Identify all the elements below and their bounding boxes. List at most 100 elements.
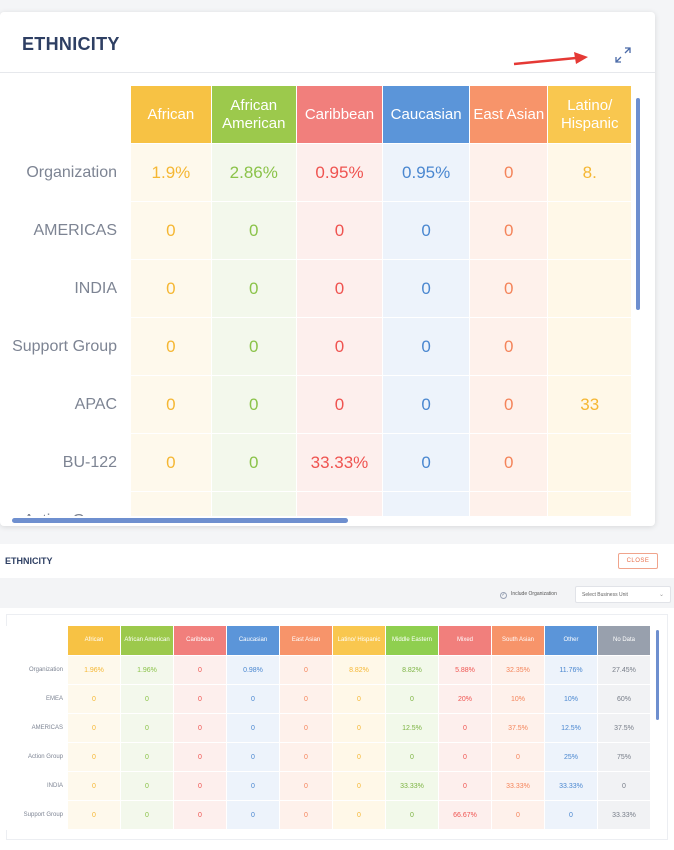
table-cell[interactable]: 0 bbox=[333, 685, 386, 714]
table-cell[interactable]: 0 bbox=[68, 743, 121, 772]
vertical-scrollbar[interactable] bbox=[656, 630, 659, 720]
ethnicity-full-grid-scroll[interactable]: African African American Caribbean Caucasia… bbox=[6, 626, 652, 836]
table-cell[interactable]: 0 bbox=[121, 772, 174, 801]
table-cell[interactable]: 0 bbox=[296, 202, 384, 260]
table-cell[interactable] bbox=[131, 492, 212, 516]
table-cell[interactable]: 10% bbox=[492, 685, 545, 714]
expand-icon[interactable] bbox=[614, 46, 632, 64]
table-cell[interactable]: 0 bbox=[333, 801, 386, 830]
table-cell[interactable]: 10% bbox=[545, 685, 598, 714]
table-cell[interactable]: 8.82% bbox=[333, 656, 386, 685]
table-cell[interactable] bbox=[383, 492, 471, 516]
table-cell[interactable]: 0.95% bbox=[296, 144, 384, 202]
table-cell[interactable]: 25% bbox=[545, 743, 598, 772]
table-cell[interactable]: 0 bbox=[492, 801, 545, 830]
table-cell[interactable]: 0 bbox=[383, 318, 471, 376]
table-cell[interactable] bbox=[548, 492, 632, 516]
table-cell[interactable]: 0 bbox=[174, 656, 227, 685]
table-cell[interactable]: 0 bbox=[386, 801, 439, 830]
table-cell[interactable]: 0 bbox=[68, 685, 121, 714]
table-cell[interactable]: 0 bbox=[131, 434, 212, 492]
table-cell[interactable] bbox=[548, 434, 632, 492]
table-cell[interactable]: 0 bbox=[131, 318, 212, 376]
table-cell[interactable]: 0 bbox=[211, 434, 297, 492]
table-cell[interactable]: 1.96% bbox=[121, 656, 174, 685]
table-cell[interactable]: 0 bbox=[439, 714, 492, 743]
table-cell[interactable]: 0 bbox=[280, 772, 333, 801]
table-cell[interactable]: 0 bbox=[470, 202, 549, 260]
table-cell[interactable]: 0.95% bbox=[383, 144, 471, 202]
table-cell[interactable]: 33 bbox=[548, 376, 632, 434]
table-cell[interactable]: 60% bbox=[598, 685, 651, 714]
table-cell[interactable]: 37.5% bbox=[492, 714, 545, 743]
table-cell[interactable]: 12.5% bbox=[545, 714, 598, 743]
table-cell[interactable]: 0 bbox=[121, 743, 174, 772]
table-cell[interactable]: 0 bbox=[280, 685, 333, 714]
business-unit-select[interactable]: Select Business Unit ⌄ bbox=[575, 586, 671, 603]
table-cell[interactable]: 33.33% bbox=[598, 801, 651, 830]
table-cell[interactable]: 0 bbox=[211, 260, 297, 318]
table-cell[interactable]: 0 bbox=[598, 772, 651, 801]
table-cell[interactable]: 0 bbox=[296, 260, 384, 318]
table-cell[interactable]: 1.9% bbox=[131, 144, 212, 202]
table-cell[interactable]: 20% bbox=[439, 685, 492, 714]
table-cell[interactable] bbox=[296, 492, 384, 516]
table-cell[interactable]: 0 bbox=[383, 202, 471, 260]
table-cell[interactable]: 0 bbox=[211, 318, 297, 376]
table-cell[interactable]: 12.5% bbox=[386, 714, 439, 743]
ethnicity-grid-scroll[interactable]: African African American Caribbean Caucasia… bbox=[0, 86, 632, 516]
table-cell[interactable]: 32.35% bbox=[492, 656, 545, 685]
table-cell[interactable]: 33.33% bbox=[296, 434, 384, 492]
table-cell[interactable] bbox=[548, 202, 632, 260]
table-cell[interactable]: 0 bbox=[296, 376, 384, 434]
table-cell[interactable]: 2.86% bbox=[211, 144, 297, 202]
table-cell[interactable]: 0 bbox=[131, 376, 212, 434]
table-cell[interactable]: 37.5% bbox=[598, 714, 651, 743]
table-cell[interactable]: 0 bbox=[470, 434, 549, 492]
table-cell[interactable]: 0 bbox=[470, 376, 549, 434]
table-cell[interactable]: 0 bbox=[174, 743, 227, 772]
table-cell[interactable]: 0 bbox=[383, 434, 471, 492]
table-cell[interactable] bbox=[548, 260, 632, 318]
table-cell[interactable]: 0 bbox=[333, 772, 386, 801]
table-cell[interactable]: 0 bbox=[280, 743, 333, 772]
table-cell[interactable]: 0 bbox=[227, 801, 280, 830]
table-cell[interactable]: 0 bbox=[68, 772, 121, 801]
table-cell[interactable]: 0 bbox=[280, 714, 333, 743]
table-cell[interactable]: 0 bbox=[333, 743, 386, 772]
table-cell[interactable]: 27.45% bbox=[598, 656, 651, 685]
table-cell[interactable]: 0 bbox=[174, 714, 227, 743]
table-cell[interactable]: 33.33% bbox=[492, 772, 545, 801]
table-cell[interactable]: 0 bbox=[470, 318, 549, 376]
table-cell[interactable]: 0 bbox=[211, 376, 297, 434]
table-cell[interactable] bbox=[470, 492, 549, 516]
table-cell[interactable]: 0 bbox=[227, 685, 280, 714]
horizontal-scrollbar[interactable] bbox=[12, 518, 348, 523]
table-cell[interactable]: 0 bbox=[280, 656, 333, 685]
table-cell[interactable]: 0 bbox=[121, 685, 174, 714]
table-cell[interactable]: 0 bbox=[383, 260, 471, 318]
table-cell[interactable]: 8.82% bbox=[386, 656, 439, 685]
table-cell[interactable]: 0 bbox=[227, 772, 280, 801]
table-cell[interactable]: 0 bbox=[227, 714, 280, 743]
table-cell[interactable]: 0 bbox=[545, 801, 598, 830]
table-cell[interactable]: 33.33% bbox=[386, 772, 439, 801]
table-cell[interactable]: 0 bbox=[174, 801, 227, 830]
table-cell[interactable] bbox=[548, 318, 632, 376]
table-cell[interactable]: 0 bbox=[470, 260, 549, 318]
table-cell[interactable]: 0 bbox=[386, 685, 439, 714]
table-cell[interactable]: 0 bbox=[333, 714, 386, 743]
table-cell[interactable]: 0 bbox=[439, 772, 492, 801]
include-organization-checkbox[interactable]: ✓ bbox=[500, 592, 507, 599]
table-cell[interactable]: 11.76% bbox=[545, 656, 598, 685]
table-cell[interactable]: 0 bbox=[492, 743, 545, 772]
table-cell[interactable]: 0 bbox=[174, 772, 227, 801]
table-cell[interactable]: 0 bbox=[386, 743, 439, 772]
table-cell[interactable]: 8. bbox=[548, 144, 632, 202]
table-cell[interactable]: 0 bbox=[470, 144, 549, 202]
table-cell[interactable]: 0 bbox=[68, 801, 121, 830]
table-cell[interactable]: 33.33% bbox=[545, 772, 598, 801]
table-cell[interactable]: 0 bbox=[280, 801, 333, 830]
table-cell[interactable]: 1.96% bbox=[68, 656, 121, 685]
table-cell[interactable]: 66.67% bbox=[439, 801, 492, 830]
